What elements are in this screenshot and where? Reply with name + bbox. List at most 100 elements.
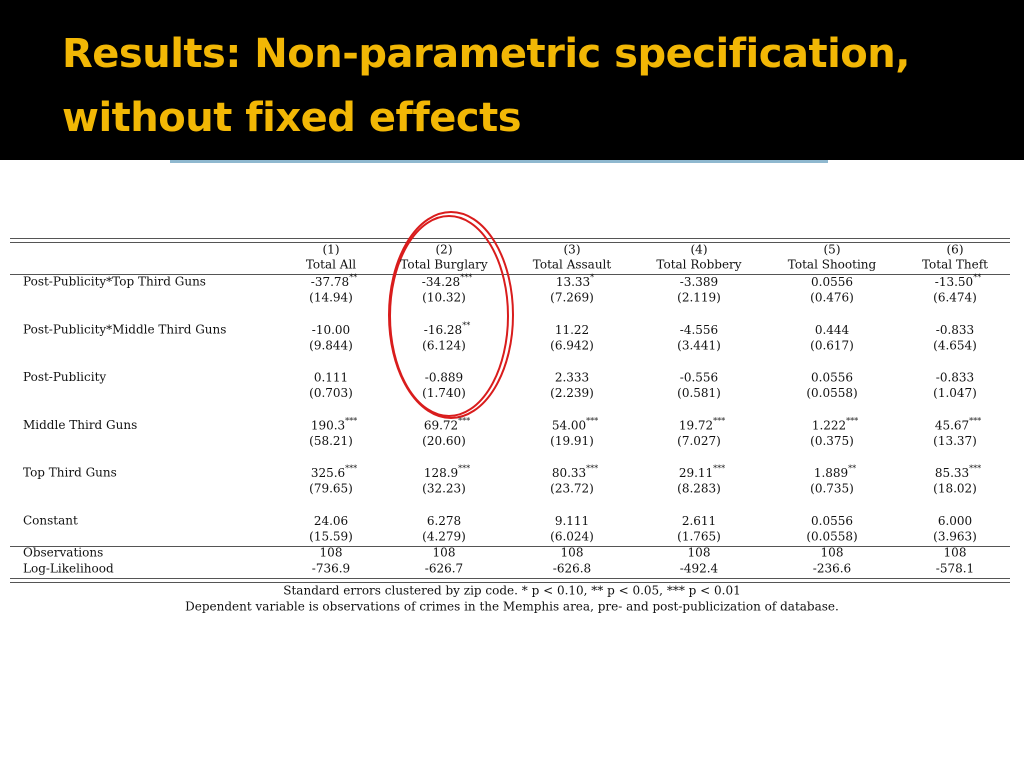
- coefficient: 45.67***: [935, 416, 981, 432]
- significance-stars: ***: [345, 464, 357, 473]
- coefficient: 0.0556: [811, 370, 853, 384]
- standard-error: (4.279): [422, 530, 466, 544]
- coefficient: 128.9***: [424, 464, 470, 480]
- coefficient-value: 0.111: [314, 370, 348, 384]
- standard-error: (0.735): [810, 482, 854, 496]
- coefficient-value: 9.111: [555, 514, 589, 528]
- coefficient-value: -13.50: [935, 275, 973, 289]
- coefficient: 0.444: [815, 322, 850, 336]
- standard-error: (20.60): [422, 434, 466, 448]
- coefficient: 29.11***: [679, 464, 725, 480]
- standard-error: (6.942): [550, 338, 594, 352]
- significance-stars: ***: [586, 464, 598, 473]
- row-label: Constant: [23, 514, 78, 528]
- coefficient-value: -0.833: [936, 322, 974, 336]
- stat-value: 108: [944, 546, 967, 560]
- coefficient-value: 80.33: [552, 466, 586, 480]
- stat-value: 108: [433, 546, 456, 560]
- coefficient-value: 6.000: [938, 514, 972, 528]
- standard-error: (14.94): [309, 291, 353, 305]
- coefficient: 11.22: [555, 322, 589, 336]
- column-number: (3): [564, 243, 581, 257]
- standard-error: (3.963): [933, 530, 977, 544]
- column-name: Total Shooting: [788, 258, 877, 272]
- coefficient-value: -4.556: [680, 322, 718, 336]
- column-number: (1): [323, 243, 340, 257]
- coefficient: -37.78**: [311, 273, 357, 289]
- standard-error: (9.844): [309, 338, 353, 352]
- coefficient-value: 325.6: [311, 466, 345, 480]
- coefficient-value: 13.33: [556, 275, 590, 289]
- coefficient-value: 1.222: [812, 418, 846, 432]
- standard-error: (15.59): [309, 530, 353, 544]
- coefficient: 190.3***: [311, 416, 357, 432]
- title-underline: [170, 160, 828, 163]
- coefficient: 80.33***: [552, 464, 598, 480]
- stat-value: -626.8: [553, 562, 591, 576]
- coefficient: 13.33*: [556, 273, 594, 289]
- standard-error: (2.239): [550, 386, 594, 400]
- standard-error: (6.124): [422, 338, 466, 352]
- standard-error: (0.476): [810, 291, 854, 305]
- coefficient-value: -34.28: [422, 275, 460, 289]
- highlight-circle: [388, 211, 514, 419]
- coefficient: 54.00***: [552, 416, 598, 432]
- column-name: Total All: [306, 258, 356, 272]
- coefficient: -0.889: [425, 370, 463, 384]
- ellipse: [389, 215, 509, 417]
- standard-error: (7.027): [677, 434, 721, 448]
- standard-error: (58.21): [309, 434, 353, 448]
- coefficient: 9.111: [555, 514, 589, 528]
- significance-stars: **: [973, 273, 981, 282]
- standard-error: (0.0558): [806, 530, 857, 544]
- coefficient-value: 69.72: [424, 418, 458, 432]
- row-label: Middle Third Guns: [23, 418, 137, 432]
- coefficient: -0.833: [936, 322, 974, 336]
- coefficient-value: -0.833: [936, 370, 974, 384]
- significance-stars: ***: [846, 416, 858, 425]
- coefficient: 69.72***: [424, 416, 470, 432]
- coefficient-value: -0.556: [680, 370, 718, 384]
- coefficient-value: 1.889: [814, 466, 848, 480]
- row-label: Post-Publicity: [23, 370, 106, 384]
- standard-error: (13.37): [933, 434, 977, 448]
- significance-stars: *: [590, 273, 594, 282]
- significance-stars: ***: [969, 416, 981, 425]
- coefficient: 325.6***: [311, 464, 357, 480]
- significance-stars: ***: [345, 416, 357, 425]
- coefficient-value: -0.889: [425, 370, 463, 384]
- standard-error: (0.375): [810, 434, 854, 448]
- standard-error: (0.617): [810, 338, 854, 352]
- significance-stars: **: [848, 464, 856, 473]
- coefficient: 1.889**: [814, 464, 856, 480]
- standard-error: (4.654): [933, 338, 977, 352]
- coefficient: 2.611: [682, 514, 716, 528]
- coefficient: -34.28***: [422, 273, 472, 289]
- coefficient-value: 85.33: [935, 466, 969, 480]
- coefficient-value: 0.444: [815, 322, 850, 336]
- stat-value: 108: [821, 546, 844, 560]
- ellipse: [388, 211, 514, 419]
- coefficient-value: 2.333: [555, 370, 589, 384]
- coefficient-value: 11.22: [555, 322, 589, 336]
- stat-value: -626.7: [425, 562, 463, 576]
- column-name: Total Burglary: [400, 258, 488, 272]
- table-note: Standard errors clustered by zip code. *…: [283, 584, 740, 598]
- standard-error: (0.581): [677, 386, 721, 400]
- header-band: Results: Non-parametric specification, w…: [0, 0, 1024, 160]
- significance-stars: **: [349, 273, 357, 282]
- stat-value: -236.6: [813, 562, 851, 576]
- standard-error: (0.0558): [806, 386, 857, 400]
- coefficient-value: -16.28: [424, 322, 462, 336]
- coefficient: 24.06: [314, 514, 348, 528]
- coefficient-value: -3.389: [680, 275, 718, 289]
- coefficient: -0.833: [936, 370, 974, 384]
- significance-stars: ***: [458, 416, 470, 425]
- column-number: (2): [436, 243, 453, 257]
- coefficient: 85.33***: [935, 464, 981, 480]
- significance-stars: ***: [713, 464, 725, 473]
- standard-error: (18.02): [933, 482, 977, 496]
- coefficient: -3.389: [680, 275, 718, 289]
- coefficient: 2.333: [555, 370, 589, 384]
